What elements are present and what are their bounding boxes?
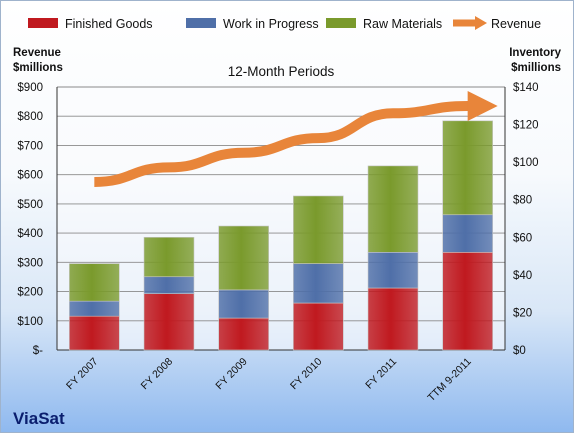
bar-finished-goods-fy-2011 [367, 287, 419, 351]
bar-work-in-progress-fy-2010 [293, 263, 344, 304]
y-left-tick-label: $200 [17, 287, 43, 299]
y-right-tick-label: $140 [513, 82, 539, 94]
y-left-tick-label: $100 [17, 316, 43, 328]
bar-finished-goods-ttm-9-2011 [442, 252, 493, 351]
y-right-tick-label: $40 [513, 270, 532, 282]
bar-raw-materials-fy-2009 [218, 225, 269, 291]
y-right-tick-label: $100 [513, 157, 539, 169]
y-right-tick-label: $20 [513, 307, 532, 319]
legend-swatch-finished-goods [28, 18, 58, 28]
x-tick-label: FY 2010 [288, 356, 325, 393]
revenue-arrowhead [467, 90, 498, 121]
legend-label-finished-goods: Finished Goods [65, 17, 153, 31]
bar-work-in-progress-ttm-9-2011 [442, 214, 493, 253]
legend-swatch-raw-materials [326, 18, 356, 28]
y-left-tick-label: $500 [17, 199, 43, 211]
y-left-tick-label: $600 [17, 170, 43, 182]
bar-work-in-progress-fy-2007 [69, 300, 120, 317]
bar-raw-materials-fy-2007 [69, 263, 120, 302]
y-left-title-line1: Revenue [13, 47, 61, 59]
legend-label-raw-materials: Raw Materials [363, 17, 442, 31]
x-tick-label: FY 2011 [363, 356, 399, 392]
revenue-line [94, 100, 473, 187]
legend-swatch-work-in-progress [186, 18, 216, 28]
bar-work-in-progress-fy-2011 [367, 252, 419, 289]
chart-title: 12-Month Periods [228, 64, 335, 79]
y-right-tick-label: $120 [513, 120, 539, 132]
bar-finished-goods-fy-2009 [218, 317, 269, 351]
bar-raw-materials-ttm-9-2011 [442, 120, 493, 216]
legend-arrowhead [475, 16, 487, 30]
company-name: ViaSat [13, 409, 65, 428]
x-tick-label: FY 2007 [64, 356, 101, 393]
y-left-tick-label: $400 [17, 228, 43, 240]
y-left-tick-label: $800 [17, 111, 43, 123]
y-left-title-line2: $millions [13, 62, 63, 74]
y-left-tick-label: $300 [17, 257, 43, 269]
legend-label-work-in-progress: Work in Progress [223, 17, 319, 31]
y-right-title-line2: $millions [511, 62, 561, 74]
y-right-tick-label: $60 [513, 232, 532, 244]
x-tick-label: TTM 9-2011 [425, 356, 473, 404]
y-left-tick-label: $900 [17, 82, 43, 94]
legend-label-revenue: Revenue [491, 17, 541, 31]
bar-raw-materials-fy-2008 [143, 236, 195, 278]
bar-finished-goods-fy-2008 [143, 293, 195, 351]
bar-raw-materials-fy-2010 [293, 195, 344, 264]
x-tick-label: FY 2009 [213, 356, 250, 393]
bar-finished-goods-fy-2010 [293, 302, 344, 351]
bar-raw-materials-fy-2011 [367, 165, 419, 253]
y-right-tick-label: $80 [513, 195, 532, 207]
y-left-tick-label: $700 [17, 140, 43, 152]
bar-work-in-progress-fy-2009 [218, 289, 269, 319]
bar-work-in-progress-fy-2008 [143, 276, 195, 294]
y-left-tick-label: $- [33, 345, 43, 357]
y-right-tick-label: $0 [513, 345, 526, 357]
y-right-title-line1: Inventory [509, 47, 561, 59]
plot-area [57, 87, 505, 350]
bar-finished-goods-fy-2007 [69, 315, 120, 351]
x-tick-label: FY 2008 [139, 356, 176, 393]
